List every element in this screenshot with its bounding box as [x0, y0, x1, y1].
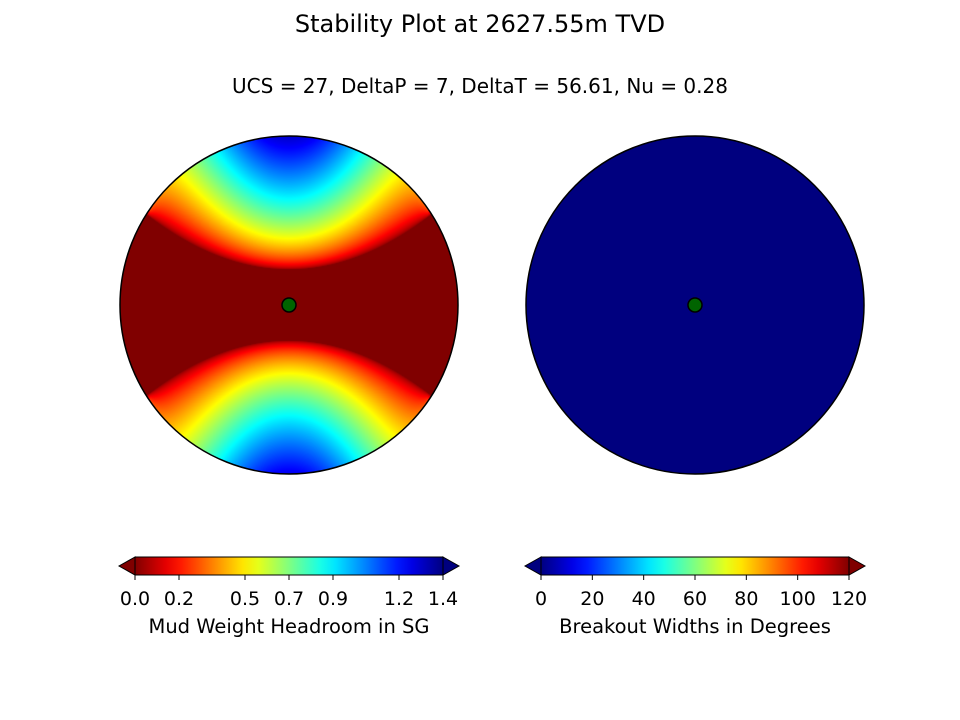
breakout-colorbar-tick-label: 20: [580, 588, 604, 610]
breakout-colorbar-tick-label: 0: [535, 588, 547, 610]
breakout-colorbar: 0 20 40 60 80 100 120 Breakout Widths in Degre…: [523, 556, 867, 638]
headroom-colorbar: 0.0 0.2 0.5 0.7 0.9 1.2 1.4 Mud Weight Headroo…: [117, 556, 461, 638]
breakout-colorbar-tick-label: 80: [734, 588, 758, 610]
headroom-colorbar-tick-label: 0.5: [230, 588, 260, 610]
headroom-colorbar-body: [134, 556, 444, 576]
breakout-plot-outline: [525, 135, 865, 475]
headroom-colorbar-tick-label: 0.2: [164, 588, 194, 610]
headroom-colorbar-tick-label: 1.2: [384, 588, 414, 610]
chart-title: Stability Plot at 2627.55m TVD: [294, 10, 666, 38]
breakout-colorbar-tick-label: 60: [683, 588, 707, 610]
breakout-colorbar-tick-label: 120: [831, 588, 867, 610]
headroom-colorbar-extend-high: [442, 556, 461, 576]
breakout-colorbar-extend-high: [848, 556, 867, 576]
headroom-colorbar-extend-low: [117, 556, 136, 576]
chart-subtitle: UCS = 27, DeltaP = 7, DeltaT = 56.61, Nu…: [232, 74, 728, 98]
headroom-colorbar-tick-label: 0.0: [120, 588, 150, 610]
breakout-colorbar-label: Breakout Widths in Degrees: [559, 615, 831, 638]
headroom-colorbar-tick-label: 0.7: [274, 588, 304, 610]
headroom-well-marker: [281, 297, 297, 313]
breakout-colorbar-tick-label: 40: [632, 588, 656, 610]
breakout-colorbar-body: [540, 556, 850, 576]
breakout-colorbar-tick-label: 100: [780, 588, 816, 610]
breakout-well-marker: [687, 297, 703, 313]
headroom-colorbar-label: Mud Weight Headroom in SG: [149, 615, 430, 638]
headroom-colorbar-tick-label: 1.4: [428, 588, 458, 610]
breakout-colorbar-extend-low: [523, 556, 542, 576]
headroom-plot: [119, 135, 459, 475]
headroom-colorbar-tick-label: 0.9: [318, 588, 348, 610]
headroom-plot-outline: [119, 135, 459, 475]
breakout-plot: [525, 135, 865, 475]
